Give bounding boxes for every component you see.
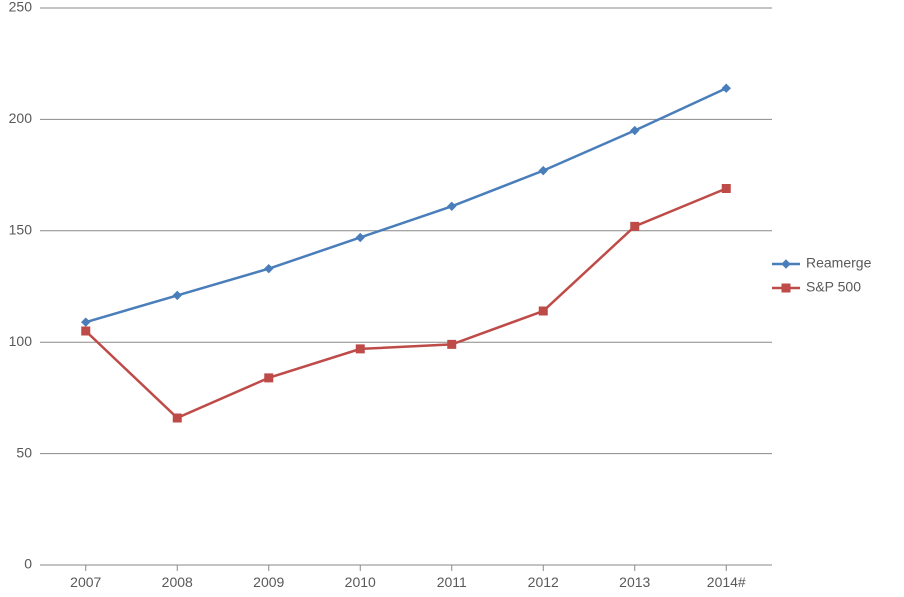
x-tick-label: 2007 [70, 574, 101, 590]
y-tick-label: 150 [9, 222, 33, 238]
x-tick-label: 2009 [253, 574, 284, 590]
series-marker [631, 222, 639, 230]
y-tick-label: 200 [9, 110, 33, 126]
x-tick-label: 2013 [619, 574, 650, 590]
x-tick-label: 2010 [345, 574, 376, 590]
y-tick-label: 250 [9, 0, 33, 15]
series-marker [448, 340, 456, 348]
series-marker [356, 345, 364, 353]
series-marker [539, 307, 547, 315]
x-tick-label: 2012 [528, 574, 559, 590]
series-marker [173, 414, 181, 422]
line-chart: 0 50 100 150 200 250 2007 2008 2009 2010 2011 2012 2… [0, 0, 904, 597]
series-marker [82, 327, 90, 335]
series-marker [265, 374, 273, 382]
y-tick-label: 0 [24, 556, 32, 572]
x-tick-label: 2011 [437, 574, 467, 590]
x-tick-label: 2008 [162, 574, 193, 590]
x-tick-label: 2014# [707, 574, 746, 590]
y-tick-label: 100 [9, 333, 33, 349]
legend-label: Reamerge [806, 255, 872, 271]
series-marker [722, 184, 730, 192]
legend-label: S&P 500 [806, 279, 861, 295]
chart-svg: 0 50 100 150 200 250 2007 2008 2009 2010 2011 2012 2… [0, 0, 904, 597]
y-tick-label: 50 [16, 444, 32, 460]
